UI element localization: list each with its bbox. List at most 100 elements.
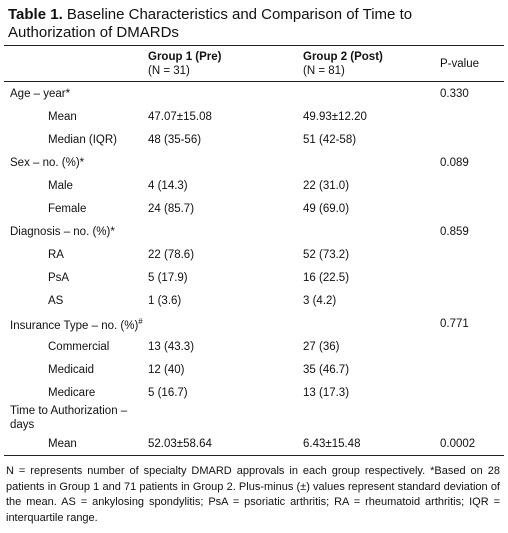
cell [148, 220, 303, 243]
row-label: Commercial [48, 340, 110, 353]
p-value [440, 404, 504, 432]
table-label: Table 1. [8, 6, 63, 23]
cell [303, 312, 440, 335]
group1-value: 22 (78.6) [148, 248, 195, 261]
section-label: Diagnosis – no. (%)* [4, 220, 148, 243]
cell [148, 151, 303, 174]
p-value: 0.0002 [440, 437, 476, 450]
data-row: PsA 5 (17.9) 16 (22.5) [4, 266, 504, 289]
section-row: Age – year* 0.330 [4, 82, 504, 106]
table-header: Group 1 (Pre) (N = 31) Group 2 (Post) (N =… [4, 45, 504, 82]
group2-value: 6.43±15.48 [303, 437, 361, 450]
group1-value: 4 (14.3) [148, 179, 188, 192]
group2-value: 27 (36) [303, 340, 340, 353]
header-cell: Group 2 (Post) (N = 81) [303, 46, 440, 82]
group1-value: 12 (40) [148, 363, 185, 376]
group-n: (N = 31) [148, 65, 190, 77]
table-caption: Baseline Characteristics and Comparison … [8, 6, 413, 41]
cell [303, 404, 440, 432]
p-value [440, 335, 504, 358]
cell [303, 220, 440, 243]
group-n: (N = 81) [303, 65, 345, 77]
group2-value: 49.93±12.20 [303, 110, 367, 123]
cell [303, 82, 440, 106]
data-row: Mean 47.07±15.08 49.93±12.20 [4, 105, 504, 128]
p-value [440, 243, 504, 266]
group1-value: 13 (43.3) [148, 340, 195, 353]
data-row: RA 22 (78.6) 52 (73.2) [4, 243, 504, 266]
section-row: Time to Authorization – days [4, 404, 504, 432]
table-title: Table 1. Baseline Characteristics and Co… [8, 6, 500, 42]
header-row: Group 1 (Pre) (N = 31) Group 2 (Post) (N =… [4, 45, 504, 82]
data-row: Medicaid 12 (40) 35 (46.7) [4, 358, 504, 381]
row-label: Mean [48, 437, 77, 450]
p-value [440, 289, 504, 312]
row-label: Mean [48, 110, 77, 123]
group1-value: 5 (17.9) [148, 271, 188, 284]
section-row: Diagnosis – no. (%)* 0.859 [4, 220, 504, 243]
section-label: Time to Authorization – days [4, 404, 148, 432]
row-label: Male [48, 179, 73, 192]
header-cell: P-value [440, 58, 479, 70]
data-row: Medicare 5 (16.7) 13 (17.3) [4, 381, 504, 404]
row-label: Medicare [48, 386, 96, 399]
p-value [440, 128, 504, 151]
p-value: 0.859 [440, 225, 469, 238]
group2-value: 22 (31.0) [303, 179, 350, 192]
p-value [440, 197, 504, 220]
p-value: 0.330 [440, 87, 469, 100]
p-value [440, 105, 504, 128]
group2-value: 49 (69.0) [303, 202, 350, 215]
data-row: Commercial 13 (43.3) 27 (36) [4, 335, 504, 358]
p-value [440, 266, 504, 289]
group2-value: 16 (22.5) [303, 271, 350, 284]
section-label-text: Sex – no. (%)* [10, 156, 85, 169]
p-value: 0.771 [440, 317, 469, 330]
group1-value: 48 (35-56) [148, 133, 202, 146]
row-label: AS [48, 294, 64, 307]
group2-value: 35 (46.7) [303, 363, 350, 376]
table: Group 1 (Pre) (N = 31) Group 2 (Post) (N =… [4, 45, 504, 456]
data-row: Median (IQR) 48 (35-56) 51 (42-58) [4, 128, 504, 151]
cell [148, 312, 303, 335]
group1-value: 5 (16.7) [148, 386, 188, 399]
group-name: Group 1 (Pre) [148, 51, 222, 63]
group1-value: 47.07±15.08 [148, 110, 212, 123]
p-value [440, 358, 504, 381]
row-label: Female [48, 202, 87, 215]
header-blank [4, 46, 148, 82]
p-value: 0.089 [440, 156, 469, 169]
data-row: Female 24 (85.7) 49 (69.0) [4, 197, 504, 220]
header-cell: Group 1 (Pre) (N = 31) [148, 46, 303, 82]
cell [303, 151, 440, 174]
data-row: Male 4 (14.3) 22 (31.0) [4, 174, 504, 197]
cell [148, 404, 303, 432]
section-row: Sex – no. (%)* 0.089 [4, 151, 504, 174]
footnote: N = represents number of specialty DMARD… [6, 465, 500, 524]
group2-value: 52 (73.2) [303, 248, 350, 261]
section-label: Sex – no. (%)* [4, 151, 148, 174]
row-label: Medicaid [48, 363, 95, 376]
section-row: Insurance Type – no. (%)# 0.771 [4, 312, 504, 335]
section-label-text: Diagnosis – no. (%)* [10, 225, 115, 238]
row-label: Median (IQR) [48, 133, 118, 146]
footnote-mark: # [138, 316, 143, 326]
table-body: Age – year* 0.330 Mean 47.07±15.08 49.93±12.… [4, 82, 504, 456]
group1-value: 24 (85.7) [148, 202, 195, 215]
data-row: AS 1 (3.6) 3 (4.2) [4, 289, 504, 312]
group2-value: 13 (17.3) [303, 386, 350, 399]
row-label: RA [48, 248, 64, 261]
group2-value: 3 (4.2) [303, 294, 337, 307]
section-label-text: Time to Authorization – days [10, 405, 128, 431]
cell [148, 82, 303, 106]
p-value [440, 174, 504, 197]
p-value [440, 381, 504, 404]
group1-value: 52.03±58.64 [148, 437, 212, 450]
group-name: Group 2 (Post) [303, 51, 383, 63]
group1-value: 1 (3.6) [148, 294, 182, 307]
row-label: PsA [48, 271, 70, 284]
data-row: Mean 52.03±58.64 6.43±15.48 0.0002 [4, 432, 504, 456]
group2-value: 51 (42-58) [303, 133, 357, 146]
section-label: Insurance Type – no. (%)# [4, 312, 148, 335]
